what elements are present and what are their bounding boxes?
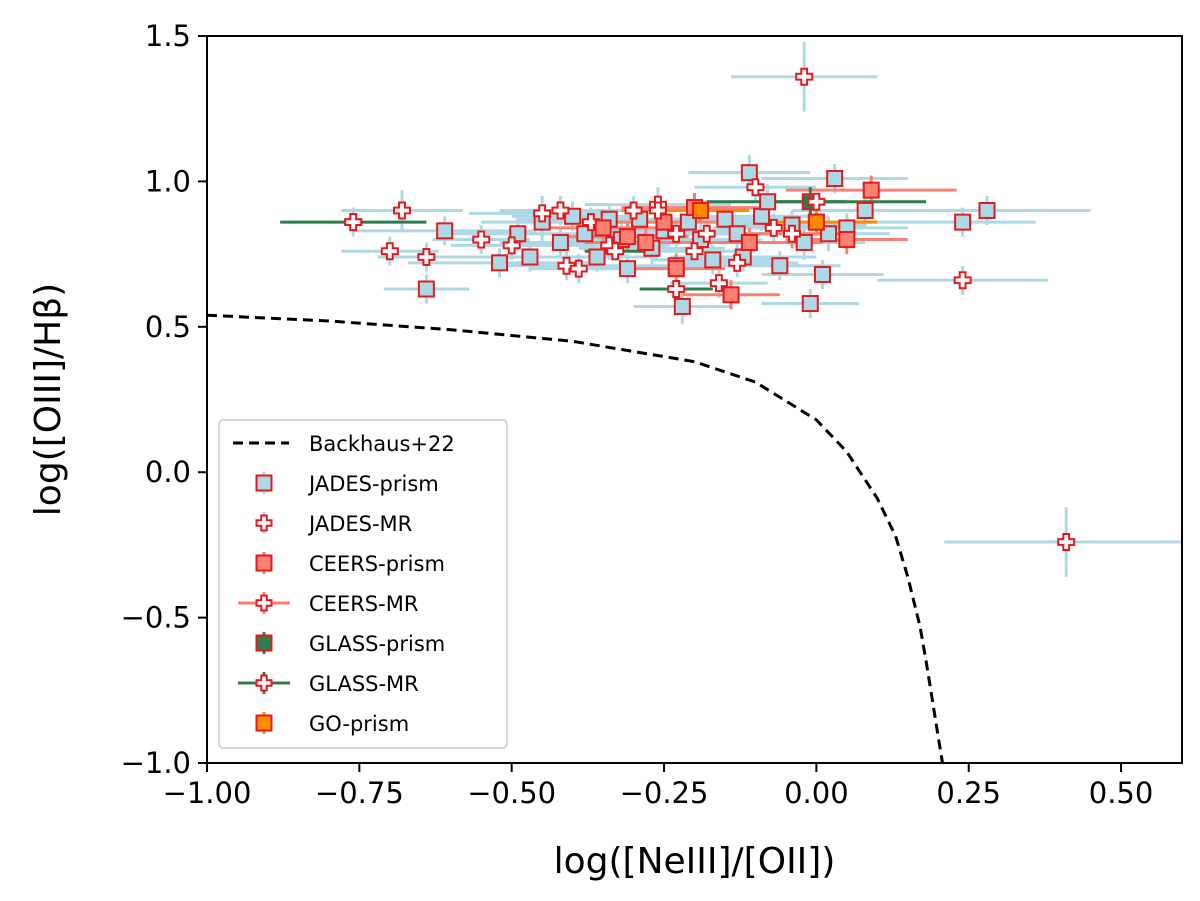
jades-prism-point — [436, 222, 454, 240]
legend: Backhaus+22 JADES-prism JADES-MR CEERS-pris… — [218, 419, 508, 749]
legend-label: CEERS-prism — [309, 552, 445, 576]
jades-mr-point — [417, 248, 436, 267]
x-tick-label: −1.00 — [163, 776, 252, 810]
glass-mr-point — [606, 242, 625, 261]
jades-mr-point — [1057, 532, 1076, 551]
legend-box — [218, 419, 508, 749]
glass-mr-point — [344, 213, 363, 232]
x-axis-title: log([NeIII]/[OII]) — [554, 841, 836, 882]
jades-mr-point — [795, 67, 814, 86]
jades-prism-point — [801, 295, 819, 313]
x-tick-label: 0.25 — [936, 776, 1001, 810]
jades-prism-point — [716, 210, 734, 228]
markers — [344, 67, 1076, 551]
jades-prism-point — [618, 260, 636, 278]
legend-handle-marker — [255, 634, 273, 652]
legend-handle-marker — [255, 714, 273, 732]
legend-handle-marker — [255, 514, 273, 532]
legend-label: GO-prism — [309, 712, 409, 736]
glass-mr-point — [667, 279, 686, 298]
backhaus-curve-line — [206, 313, 944, 764]
y-tick-label: 0.0 — [145, 455, 191, 489]
jades-prism-point — [521, 248, 539, 266]
legend-handle-marker — [255, 554, 273, 572]
jades-mr-point — [557, 256, 576, 275]
legend-label: CEERS-MR — [309, 592, 418, 616]
jades-prism-point — [673, 297, 691, 315]
y-tick-label: −0.5 — [121, 601, 191, 635]
jades-prism-point — [826, 169, 844, 187]
ceers-prism-point — [722, 286, 740, 304]
jades-mr-point — [502, 236, 521, 255]
jades-mr-point — [764, 218, 783, 237]
jades-mr-point — [709, 274, 728, 293]
jades-mr-point — [728, 253, 747, 272]
jades-mr-point — [624, 201, 643, 220]
jades-prism-point — [417, 280, 435, 298]
legend-handle-marker — [255, 674, 273, 692]
jades-mr-point — [393, 201, 411, 220]
legend-handle-marker — [255, 474, 273, 492]
x-tick-label: −0.50 — [467, 776, 556, 810]
jades-prism-point — [759, 193, 777, 211]
ceers-mr-point — [648, 201, 667, 220]
x-tick-label: 0.00 — [784, 776, 849, 810]
ceers-prism-point — [637, 233, 655, 251]
jades-prism-point — [954, 213, 972, 231]
backhaus-curve — [206, 313, 944, 764]
y-axis-ticks: −1.0 −0.5 0.0 0.5 1.0 1.5 — [121, 19, 207, 780]
ceers-mr-point — [783, 224, 801, 243]
jades-mr-point — [697, 224, 716, 243]
jades-prism-point — [753, 207, 771, 225]
jades-mr-point — [581, 213, 600, 232]
ceers-prism-point — [838, 231, 856, 249]
legend-label: JADES-prism — [307, 472, 439, 496]
jades-prism-point — [704, 251, 722, 269]
jades-mr-point — [685, 242, 704, 261]
legend-label: GLASS-MR — [309, 672, 419, 696]
ceers-prism-point — [667, 260, 685, 278]
jades-prism-point — [588, 248, 606, 266]
jades-mr-point — [551, 201, 570, 220]
ceers-prism-point — [862, 181, 880, 199]
ceers-prism-point — [594, 219, 612, 237]
x-tick-label: 0.50 — [1089, 776, 1154, 810]
jades-mr-point — [533, 204, 552, 223]
jades-prism-point — [551, 233, 569, 251]
x-tick-label: −0.25 — [620, 776, 709, 810]
jades-mr-point — [569, 259, 588, 278]
legend-label: GLASS-prism — [309, 632, 445, 656]
x-tick-label: −0.75 — [315, 776, 404, 810]
y-tick-label: 1.0 — [145, 164, 191, 198]
x-axis-ticks: −1.00 −0.75 −0.50 −0.25 0.00 0.25 0.50 — [163, 763, 1154, 810]
y-tick-label: 0.5 — [145, 310, 191, 344]
jades-prism-point — [978, 201, 996, 219]
jades-prism-point — [771, 257, 789, 275]
ceers-prism-point — [618, 228, 636, 246]
go-prism-point — [692, 201, 710, 219]
y-tick-label: −1.0 — [121, 746, 191, 780]
jades-mr-point — [953, 271, 972, 290]
y-axis-title: log([OIII]/Hβ) — [28, 283, 69, 516]
y-tick-label: 1.5 — [145, 19, 191, 53]
jades-mr-point — [472, 230, 491, 249]
jades-prism-point — [813, 265, 831, 283]
legend-label: JADES-MR — [307, 512, 412, 536]
jades-mr-point — [667, 224, 686, 243]
legend-handle-marker — [255, 594, 273, 612]
jades-mr-point — [746, 178, 765, 197]
plot-frame — [206, 35, 1183, 764]
jades-mr-point — [380, 242, 399, 261]
go-prism-point — [807, 213, 825, 231]
jades-prism-point — [856, 201, 874, 219]
jades-prism-point — [491, 254, 508, 272]
jades-prism-point — [795, 233, 813, 251]
glass-mr-point — [807, 192, 826, 211]
jades-prism-point — [740, 164, 758, 182]
ceers-prism-point — [740, 233, 758, 251]
legend-label: Backhaus+22 — [309, 432, 455, 456]
